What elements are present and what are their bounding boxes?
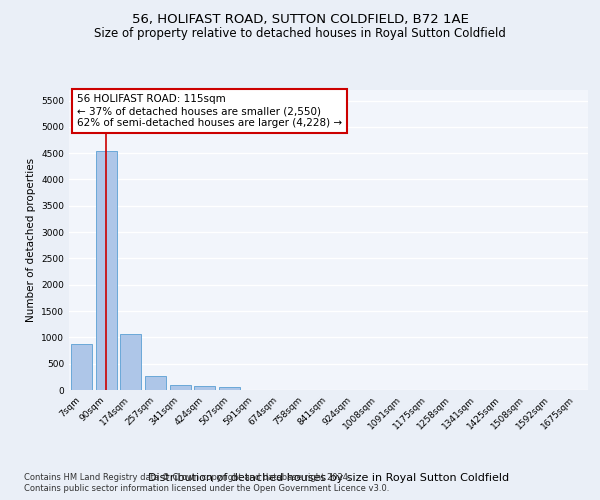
Bar (120, 334, 141, 390)
X-axis label: Distribution of detached houses by size in Royal Sutton Coldfield: Distribution of detached houses by size … (148, 472, 509, 482)
Bar (194, 386, 215, 390)
Bar (219, 387, 240, 390)
Bar (145, 376, 166, 390)
Text: 56, HOLIFAST ROAD, SUTTON COLDFIELD, B72 1AE: 56, HOLIFAST ROAD, SUTTON COLDFIELD, B72… (131, 12, 469, 26)
Text: Contains HM Land Registry data © Crown copyright and database right 2024.: Contains HM Land Registry data © Crown c… (24, 472, 350, 482)
Bar (71, 344, 92, 390)
Text: Size of property relative to detached houses in Royal Sutton Coldfield: Size of property relative to detached ho… (94, 28, 506, 40)
Bar (95, 150, 116, 390)
Text: Contains public sector information licensed under the Open Government Licence v3: Contains public sector information licen… (24, 484, 389, 493)
Y-axis label: Number of detached properties: Number of detached properties (26, 158, 35, 322)
Text: 56 HOLIFAST ROAD: 115sqm
← 37% of detached houses are smaller (2,550)
62% of sem: 56 HOLIFAST ROAD: 115sqm ← 37% of detach… (77, 94, 342, 128)
Bar (170, 385, 191, 390)
